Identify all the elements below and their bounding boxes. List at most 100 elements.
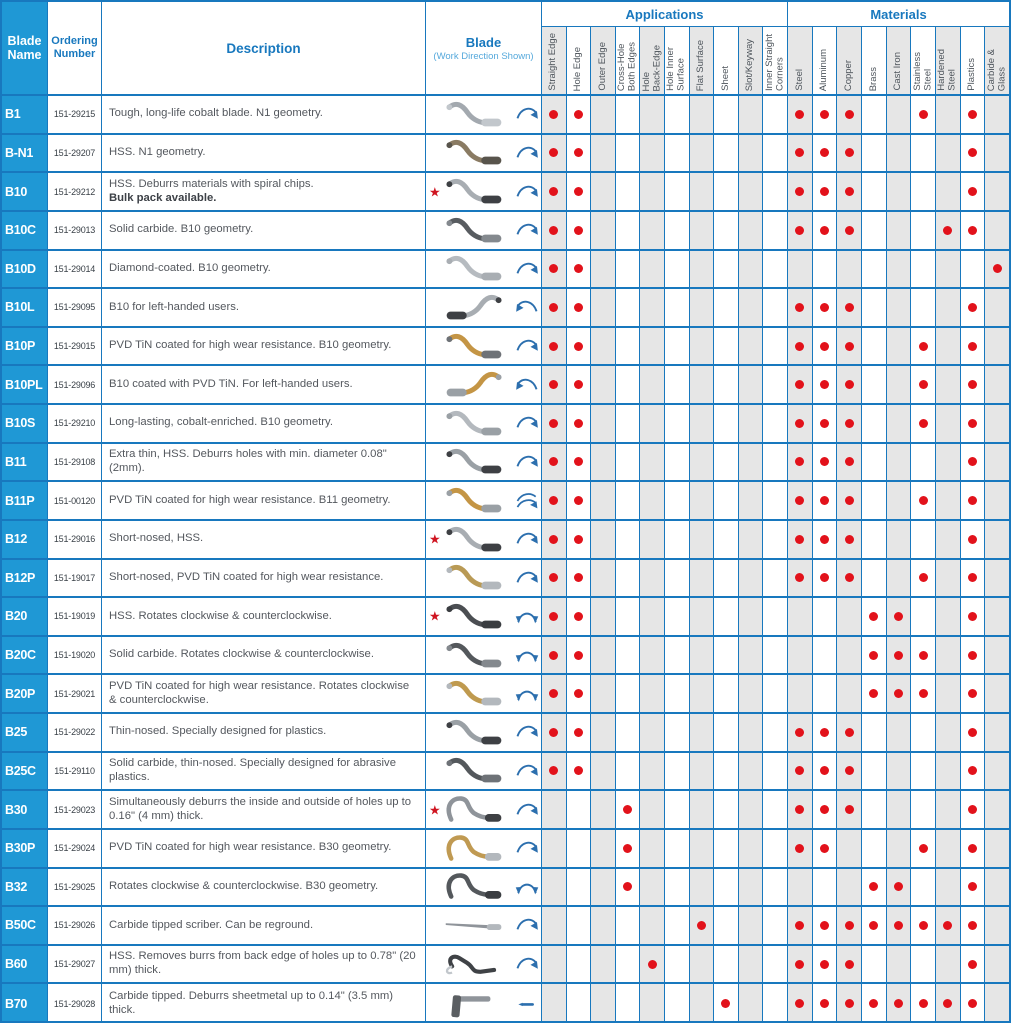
blade-name-cell: B10L <box>2 289 48 326</box>
application-column-header: Slot/Keyway <box>738 27 764 94</box>
material-mark-cell <box>862 945 887 983</box>
material-mark-cell <box>886 598 912 635</box>
application-mark-cell <box>567 907 592 944</box>
application-mark-cell <box>689 559 715 597</box>
material-mark-cell <box>886 636 912 674</box>
application-dot <box>549 109 559 119</box>
application-mark-cell <box>567 520 592 558</box>
material-mark-cell <box>961 636 986 674</box>
application-mark-cell <box>763 251 787 288</box>
blade-name-cell: B20C <box>2 636 48 674</box>
material-mark-cell <box>862 791 887 828</box>
material-mark-cell <box>837 366 863 403</box>
application-mark-cell <box>714 327 739 365</box>
material-mark-cell <box>788 327 813 365</box>
material-mark-cell <box>961 945 986 983</box>
material-mark-cell <box>886 405 912 442</box>
material-mark-cell <box>936 559 961 597</box>
application-mark-cell <box>738 598 764 635</box>
applications-marks <box>542 675 788 712</box>
material-mark-cell <box>886 250 912 288</box>
application-mark-cell <box>738 250 764 288</box>
description-text: Long-lasting, cobalt-enriched. B10 geome… <box>109 416 333 429</box>
ordering-number-cell: 151-29016 <box>48 520 102 558</box>
material-dot <box>968 418 978 428</box>
material-mark-cell <box>788 714 813 751</box>
application-mark-cell <box>665 482 690 519</box>
application-mark-cell <box>542 520 567 558</box>
material-mark-cell <box>837 405 863 442</box>
material-dot <box>795 187 805 197</box>
material-mark-cell <box>985 250 1009 288</box>
application-mark-cell <box>665 134 690 172</box>
table-row: B70 151-29028 Carbide tipped. Deburrs shee… <box>2 984 1009 1021</box>
work-direction-both-arrow-icon <box>514 683 540 704</box>
application-mark-cell <box>738 675 764 712</box>
material-mark-cell <box>911 134 937 172</box>
material-dot <box>795 534 805 544</box>
blade-name-cell: B32 <box>2 868 48 906</box>
applications-marks <box>542 289 788 326</box>
ordering-number-cell: 151-29110 <box>48 752 102 790</box>
materials-marks <box>788 173 1009 210</box>
material-dot <box>918 341 928 351</box>
application-mark-cell <box>616 482 641 519</box>
blade-photo <box>441 292 507 323</box>
application-mark-cell <box>738 443 764 481</box>
blade-image-cell: ★ <box>426 791 542 828</box>
description-text: Solid carbide. B10 geometry. <box>109 223 254 236</box>
application-mark-cell <box>542 559 567 597</box>
material-mark-cell <box>788 984 813 1021</box>
blade-header-sublabel: (Work Direction Shown) <box>433 50 534 62</box>
blade-image-cell <box>426 250 542 288</box>
application-mark-cell <box>738 559 764 597</box>
application-mark-cell <box>763 135 787 172</box>
blade-name-cell: B25C <box>2 752 48 790</box>
blade-image-cell <box>426 984 542 1021</box>
material-mark-cell <box>862 868 887 906</box>
blade-column-header: Blade (Work Direction Shown) <box>426 2 542 94</box>
application-mark-cell <box>616 907 641 944</box>
description-text: Short-nosed, PVD TiN coated for high wea… <box>109 570 384 583</box>
material-mark-cell <box>911 405 937 442</box>
material-mark-cell <box>911 366 937 403</box>
material-mark-cell <box>788 868 813 906</box>
application-mark-cell <box>665 559 690 597</box>
application-mark-cell <box>640 752 665 790</box>
application-column-header: Hole Back-Edge <box>640 27 665 94</box>
application-mark-cell <box>640 714 665 751</box>
material-dot <box>795 302 805 312</box>
material-dot <box>844 341 854 351</box>
description-cell: Short-nosed, PVD TiN coated for high wea… <box>102 559 426 597</box>
material-dot <box>918 380 928 390</box>
application-mark-cell <box>714 598 739 635</box>
application-dot <box>549 534 559 544</box>
blade-name-cell: B50C <box>2 907 48 944</box>
blade-image-cell <box>426 443 542 481</box>
blade-photo <box>441 253 507 284</box>
material-dot <box>844 496 854 506</box>
materials-marks <box>788 752 1009 790</box>
material-dot <box>844 999 854 1009</box>
material-mark-cell <box>936 289 961 326</box>
material-dot <box>968 920 978 930</box>
application-mark-cell <box>665 752 690 790</box>
material-mark-cell <box>813 211 838 249</box>
application-dot <box>696 920 706 930</box>
ordering-number-cell: 151-29015 <box>48 327 102 365</box>
blade-image-cell <box>426 907 542 944</box>
blade-photo <box>441 369 507 400</box>
application-column-label: Hole Back-Edge <box>640 44 663 91</box>
material-mark-cell <box>837 868 863 906</box>
application-mark-cell <box>542 791 567 828</box>
ordering-number-cell: 151-29025 <box>48 868 102 906</box>
description-cell: Tough, long-life cobalt blade. N1 geomet… <box>102 96 426 133</box>
description-text: Carbide tipped. Deburrs sheetmetal up to… <box>109 989 394 1016</box>
application-mark-cell <box>738 907 764 944</box>
blade-header-label: Blade <box>465 34 502 50</box>
description-cell: Solid carbide, thin-nosed. Specially des… <box>102 752 426 790</box>
material-mark-cell <box>813 559 838 597</box>
application-mark-cell <box>763 946 787 983</box>
material-dot <box>795 805 805 815</box>
application-mark-cell <box>542 945 567 983</box>
